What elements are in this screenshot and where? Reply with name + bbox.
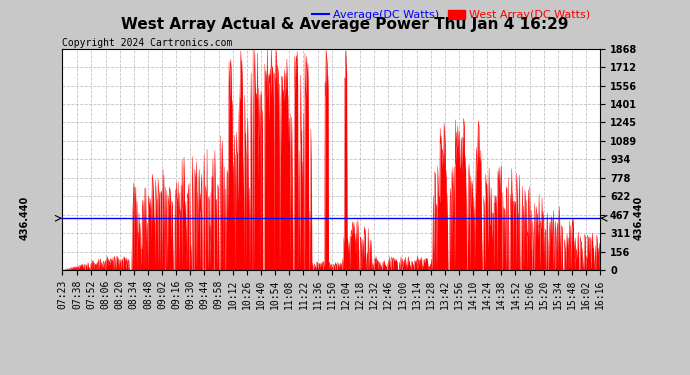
Text: West Array Actual & Average Power Thu Jan 4 16:29: West Array Actual & Average Power Thu Ja… [121, 17, 569, 32]
Text: Copyright 2024 Cartronics.com: Copyright 2024 Cartronics.com [62, 38, 233, 48]
Text: 436.440: 436.440 [633, 196, 643, 240]
Text: 436.440: 436.440 [19, 196, 29, 240]
Legend: Average(DC Watts), West Array(DC Watts): Average(DC Watts), West Array(DC Watts) [308, 6, 595, 25]
